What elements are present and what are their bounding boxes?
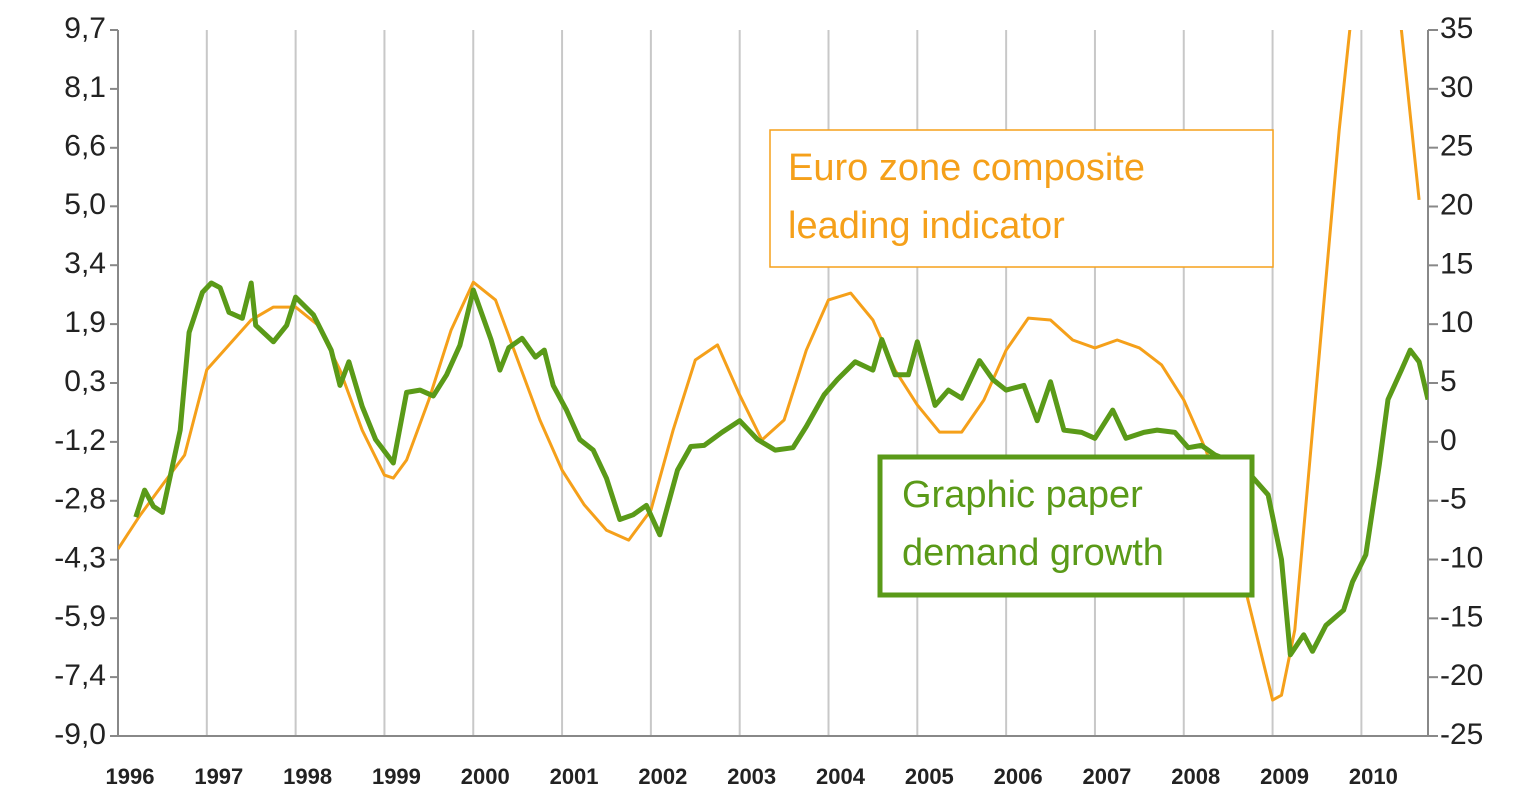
x-tick-label: 1996 [106, 764, 155, 789]
y-tick-label: 9,7 [64, 12, 106, 45]
x-tick-label: 2010 [1349, 764, 1398, 789]
y2-tick-label: -15 [1440, 600, 1483, 633]
x-tick-label: 1997 [194, 764, 243, 789]
x-tick-label: 2002 [638, 764, 687, 789]
annotation-box [877, 454, 1255, 598]
annotation-text: demand growth [902, 532, 1164, 574]
x-tick-label: 2000 [461, 764, 510, 789]
annotation-text: leading indicator [788, 205, 1065, 247]
y2-tick-label: 25 [1440, 130, 1473, 163]
y2-tick-label: 5 [1440, 365, 1457, 398]
y2-tick-label: 0 [1440, 424, 1457, 457]
y-tick-label: 1,9 [64, 306, 106, 339]
y2-tick-label: 15 [1440, 247, 1473, 280]
y-tick-label: 0,3 [64, 365, 106, 398]
y-tick-label: -9,0 [54, 718, 106, 751]
y-tick-label: -4,3 [54, 542, 106, 575]
y-tick-label: -7,4 [54, 659, 106, 692]
y-tick-label: -2,8 [54, 483, 106, 516]
y-tick-label: -1,2 [54, 424, 106, 457]
y-tick-label: 8,1 [64, 71, 106, 104]
y-tick-label: -5,9 [54, 600, 106, 633]
x-tick-label: 2001 [550, 764, 599, 789]
x-tick-label: 2008 [1171, 764, 1220, 789]
x-tick-label: 2004 [816, 764, 866, 789]
y2-tick-label: 10 [1440, 306, 1473, 339]
x-tick-label: 2007 [1082, 764, 1131, 789]
y2-tick-label: -20 [1440, 659, 1483, 692]
x-tick-label: 2003 [727, 764, 776, 789]
x-tick-label: 1998 [283, 764, 332, 789]
annotation-box [769, 129, 1274, 268]
y2-tick-label: -10 [1440, 541, 1483, 574]
y-tick-label: 3,4 [64, 247, 106, 280]
y2-tick-label: -5 [1440, 483, 1467, 516]
y2-tick-label: 35 [1440, 12, 1473, 45]
x-tick-label: 1999 [372, 764, 421, 789]
x-tick-label: 2005 [905, 764, 954, 789]
y2-tick-label: -25 [1440, 718, 1483, 751]
y-tick-label: 5,0 [64, 188, 106, 221]
x-tick-label: 2006 [994, 764, 1043, 789]
y-tick-label: 6,6 [64, 130, 106, 163]
annotation-text: Graphic paper [902, 474, 1143, 516]
y2-tick-label: 20 [1440, 188, 1473, 221]
y2-tick-label: 30 [1440, 71, 1473, 104]
annotation-text: Euro zone composite [788, 147, 1145, 189]
x-tick-label: 2009 [1260, 764, 1309, 789]
